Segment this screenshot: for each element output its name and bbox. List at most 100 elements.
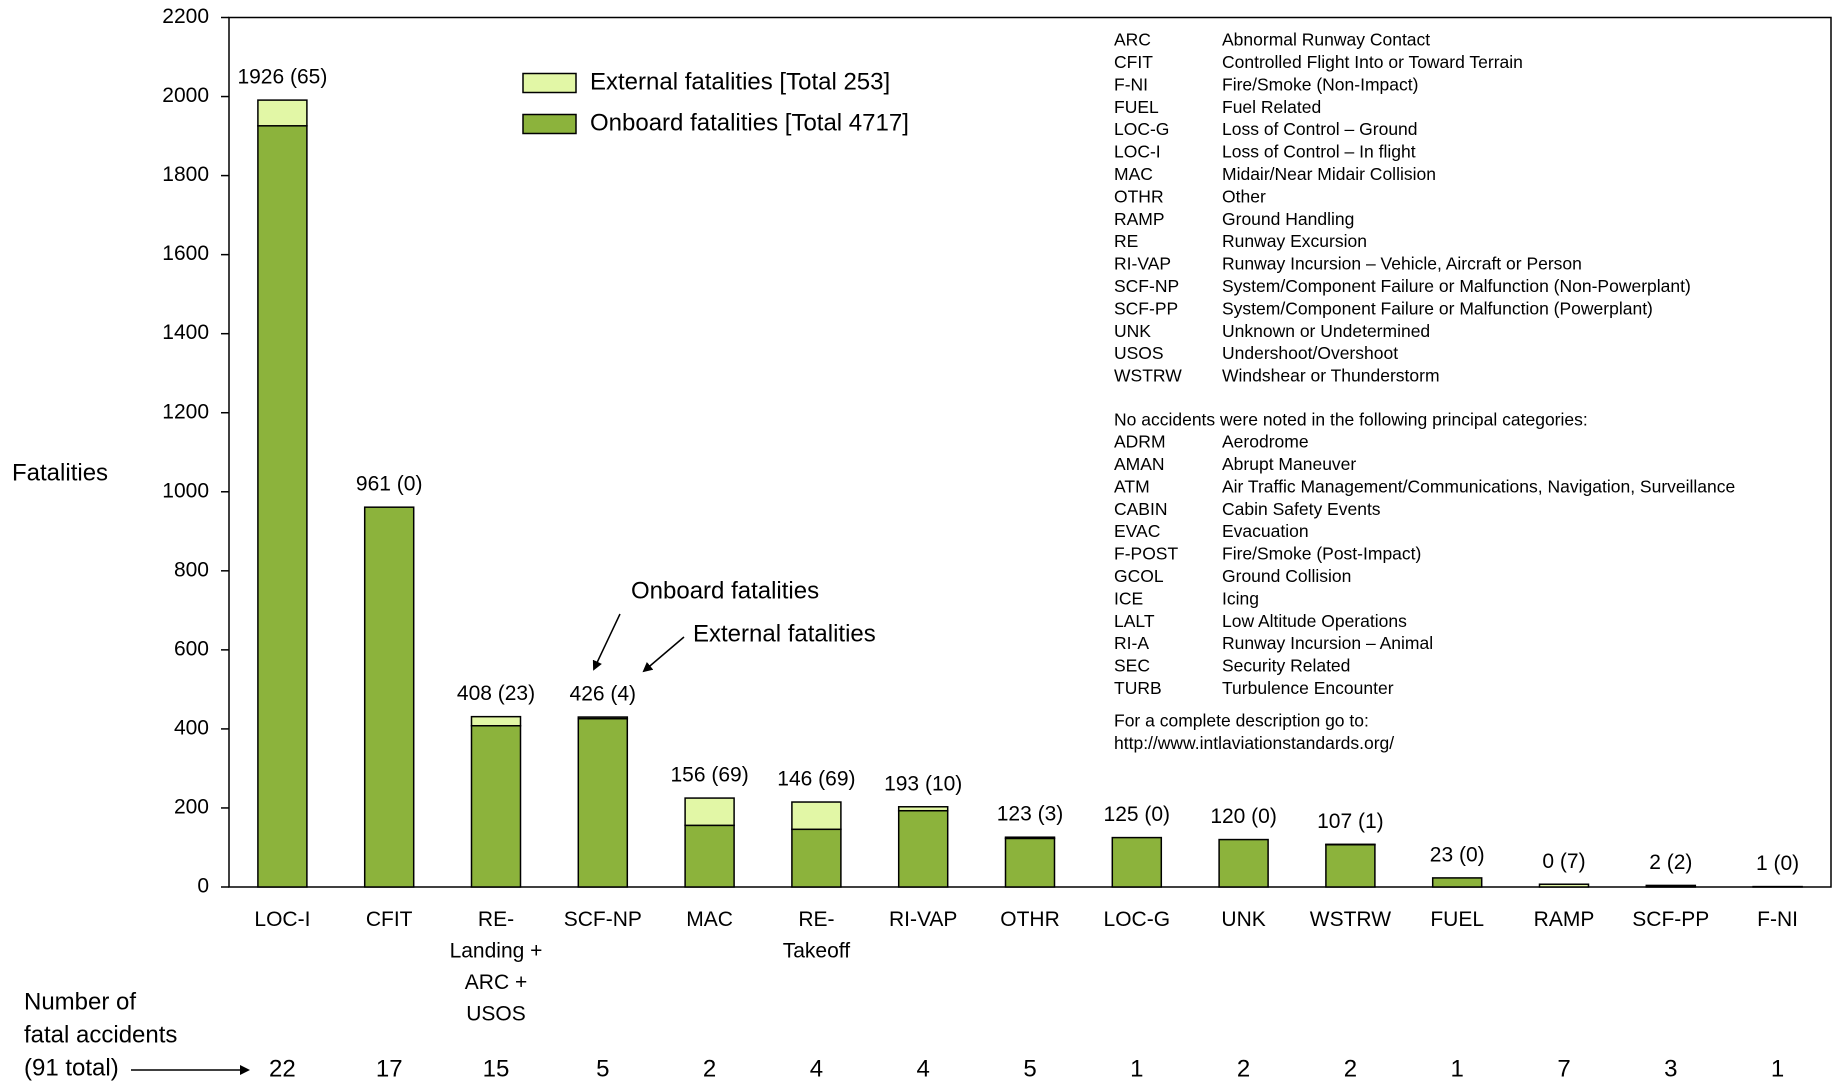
x-tick-label: RE- Landing + ARC + USOS	[450, 908, 543, 1026]
abbr-code: RAMP	[1114, 209, 1165, 229]
accident-count: 5	[1023, 1055, 1036, 1082]
plot-frame	[228, 16, 1832, 888]
data-label: 125 (0)	[1104, 803, 1171, 826]
data-label: 146 (69)	[777, 768, 855, 791]
data-label: 1 (0)	[1756, 852, 1799, 875]
abbr-code: SEC	[1114, 656, 1150, 676]
annotation: Onboard fatalities	[631, 577, 819, 604]
accident-count: 1	[1451, 1055, 1464, 1082]
abbr-desc: Security Related	[1222, 656, 1350, 676]
y-tick-label: 0	[197, 875, 209, 898]
x-tick-label-line: Takeoff	[783, 939, 850, 962]
abbr-desc: Windshear or Thunderstorm	[1222, 366, 1440, 386]
abbr-desc: Icing	[1222, 588, 1259, 608]
bar-segment	[1325, 843, 1376, 888]
x-tick-label-line: WSTRW	[1310, 908, 1391, 931]
abbr-code: LALT	[1114, 611, 1155, 631]
bar-segment	[1538, 883, 1590, 888]
abbr-desc: Runway Excursion	[1222, 231, 1367, 251]
accident-count: 17	[376, 1055, 403, 1082]
bar-segment	[257, 99, 308, 127]
abbr-code: RI-A	[1114, 633, 1149, 653]
data-label: 426 (4)	[570, 683, 637, 706]
abbr-code: F-POST	[1114, 544, 1178, 564]
data-label: 120 (0)	[1210, 805, 1277, 828]
data-label: 193 (10)	[884, 772, 962, 795]
x-tick-label-line: RAMP	[1534, 908, 1595, 931]
abbr-desc: Ground Handling	[1222, 209, 1354, 229]
legend-label: External fatalities [Total 253]	[590, 68, 890, 95]
abbr-code: RI-VAP	[1114, 254, 1171, 274]
abbr-code: RE	[1114, 231, 1138, 251]
bar-segment	[1111, 836, 1163, 888]
accidents-label: (91 total)	[24, 1054, 119, 1081]
y-tick-label: 600	[174, 637, 209, 660]
data-label: 1926 (65)	[237, 66, 327, 89]
accident-count: 1	[1130, 1055, 1143, 1082]
bar-segment	[470, 724, 522, 888]
y-tick-label: 2000	[162, 84, 209, 107]
accident-count: 15	[483, 1055, 510, 1082]
bar-segment	[363, 506, 415, 888]
x-tick-label-line: RI-VAP	[889, 908, 957, 931]
abbr-desc: Aerodrome	[1222, 432, 1309, 452]
accident-count: 7	[1557, 1055, 1570, 1082]
abbr-heading: No accidents were noted in the following…	[1114, 410, 1588, 430]
abbr-code: ARC	[1114, 30, 1151, 50]
y-tick-label: 1000	[162, 479, 209, 502]
x-tick-label: RI-VAP	[889, 908, 957, 931]
data-label: 156 (69)	[670, 764, 748, 787]
abbr-footer: For a complete description go to:	[1114, 711, 1369, 731]
x-tick-label: RE- Takeoff	[783, 908, 850, 963]
data-label: 23 (0)	[1430, 843, 1485, 866]
abbr-desc: Loss of Control – Ground	[1222, 119, 1418, 139]
annotation-arrow	[592, 613, 621, 671]
data-label: 123 (3)	[997, 803, 1064, 826]
x-tick-label-line: RE-	[478, 908, 514, 931]
data-label: 107 (1)	[1317, 810, 1384, 833]
y-axis-label: Fatalities	[12, 459, 108, 486]
bar-segment	[577, 717, 629, 888]
abbr-desc: Abnormal Runway Contact	[1222, 30, 1430, 50]
bar-segment	[897, 806, 949, 812]
abbr-code: TURB	[1114, 678, 1162, 698]
x-tick-label-line: MAC	[686, 908, 733, 931]
abbr-code: MAC	[1114, 164, 1153, 184]
abbr-desc: Ground Collision	[1222, 566, 1351, 586]
x-tick-label-line: FUEL	[1430, 908, 1484, 931]
x-tick-label-line: SCF-PP	[1632, 908, 1709, 931]
accident-count: 4	[810, 1055, 823, 1082]
abbr-desc: Unknown or Undetermined	[1222, 321, 1430, 341]
y-tick-label: 1400	[162, 321, 209, 344]
abbr-desc: Midair/Near Midair Collision	[1222, 164, 1436, 184]
bar-segment	[1218, 838, 1269, 888]
abbr-code: AMAN	[1114, 454, 1165, 474]
accidents-label: fatal accidents	[24, 1021, 177, 1048]
abbr-desc: Fire/Smoke (Post-Impact)	[1222, 544, 1421, 564]
abbr-desc: Runway Incursion – Vehicle, Aircraft or …	[1222, 254, 1582, 274]
x-tick-label-line: OTHR	[1000, 908, 1060, 931]
abbr-code: FUEL	[1114, 97, 1159, 117]
x-tick-label: UNK	[1221, 908, 1265, 931]
x-tick-label: CFIT	[366, 908, 413, 931]
abbr-footer: http://www.intlaviationstandards.org/	[1114, 733, 1394, 753]
y-tick-label: 1800	[162, 163, 209, 186]
x-tick-label-line: ARC +	[465, 971, 527, 994]
bar-segment	[684, 824, 735, 888]
accident-count: 4	[917, 1055, 930, 1082]
bar-segment	[791, 828, 842, 888]
accident-count: 22	[269, 1055, 296, 1082]
data-label: 961 (0)	[356, 473, 423, 496]
abbr-desc: Loss of Control – In flight	[1222, 142, 1416, 162]
abbr-code: SCF-NP	[1114, 276, 1179, 296]
abbr-code: OTHR	[1114, 186, 1164, 206]
bar-segment	[1645, 884, 1697, 887]
abbr-code: CFIT	[1114, 52, 1153, 72]
abbr-desc: Fuel Related	[1222, 97, 1321, 117]
data-label: 0 (7)	[1542, 850, 1585, 873]
bar-segment	[1431, 877, 1483, 888]
y-tick-label: 200	[174, 796, 209, 819]
y-tick-label: 1600	[162, 242, 209, 265]
x-tick-label-line: UNK	[1221, 908, 1265, 931]
